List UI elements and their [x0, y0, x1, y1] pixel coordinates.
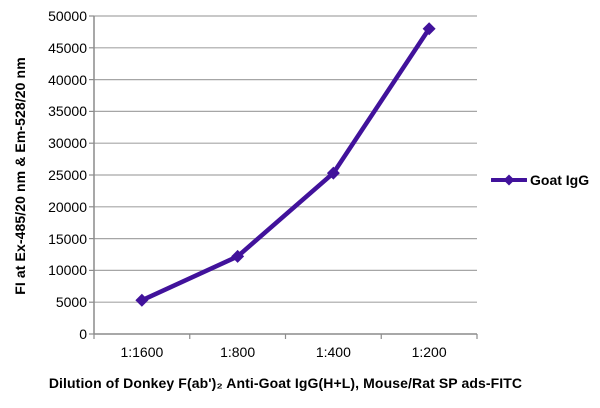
legend: Goat IgG — [491, 171, 589, 189]
y-axis-title: FI at Ex-485/20 nm & Em-528/20 nm — [12, 57, 28, 295]
legend-line-marker-icon — [491, 174, 527, 186]
legend-label: Goat IgG — [530, 172, 590, 188]
x-axis-title: Dilution of Donkey F(ab')₂ Anti-Goat IgG… — [48, 375, 523, 391]
